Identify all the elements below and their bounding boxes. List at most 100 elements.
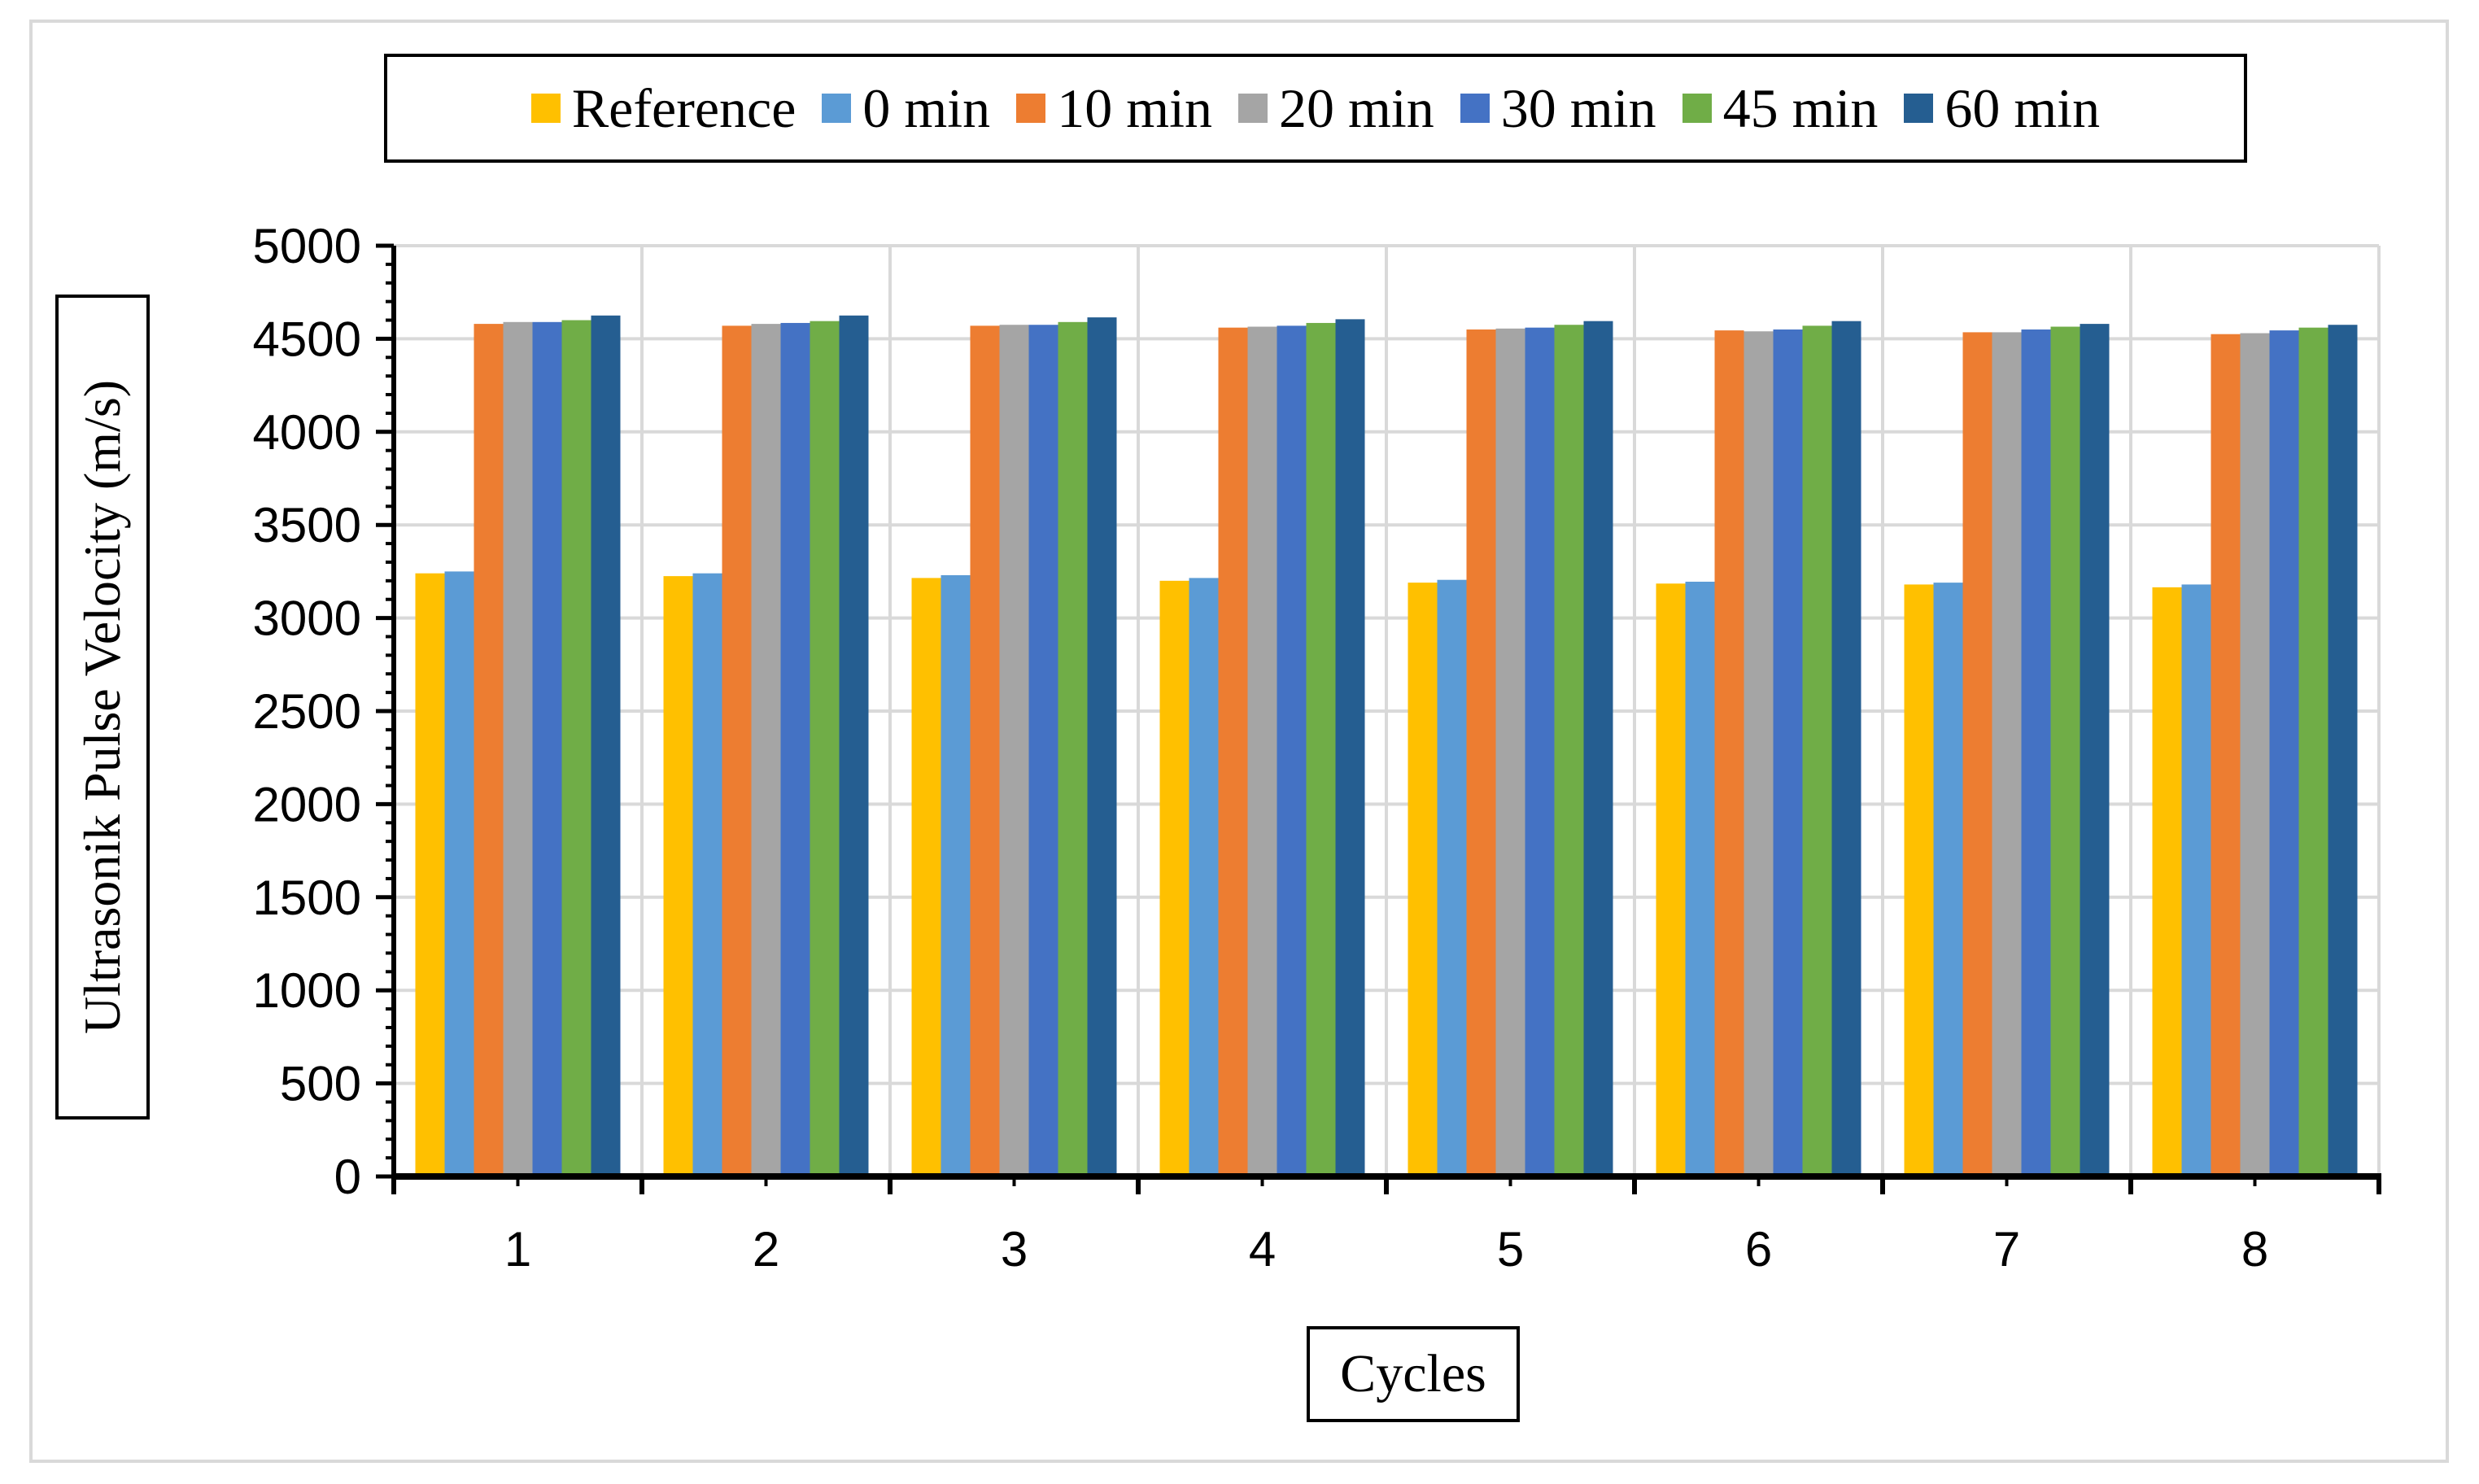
bar-45-min-cycle-4 [1306, 322, 1336, 1176]
bar-30-min-cycle-3 [1028, 325, 1058, 1176]
bar-60-min-cycle-3 [1087, 317, 1117, 1176]
bar-10-min-cycle-2 [722, 325, 752, 1176]
bar-45-min-cycle-7 [2050, 326, 2080, 1176]
bar-60-min-cycle-6 [1831, 321, 1861, 1176]
bar-45-min-cycle-6 [1802, 325, 1832, 1176]
bar-20-min-cycle-6 [1744, 331, 1774, 1176]
x-axis-title: Cycles [1340, 1344, 1486, 1403]
bar-20-min-cycle-1 [503, 321, 533, 1177]
bar-45-min-cycle-8 [2298, 327, 2328, 1176]
legend-item: 10 min [1016, 81, 1212, 136]
bar-45-min-cycle-2 [810, 321, 840, 1176]
legend-item: 20 min [1237, 77, 1434, 139]
bar-30-min-cycle-6 [1773, 329, 1803, 1177]
bar-10-min-cycle-4 [1218, 327, 1248, 1176]
bar-60-min-cycle-1 [591, 315, 621, 1176]
bar-60-min-cycle-2 [839, 315, 869, 1176]
legend: Reference 0 min 10 min 20 min 30 min 45 min 60… [384, 54, 2247, 163]
y-tick-label: 500 [280, 1057, 361, 1111]
x-tick-label: 2 [753, 1222, 779, 1277]
y-tick-label: 3500 [253, 498, 361, 552]
x-tick-label: 8 [2241, 1222, 2268, 1277]
legend-label: 10 min [1057, 77, 1212, 139]
legend-item: 30 min [1460, 81, 1656, 136]
bar-0-min-cycle-6 [1685, 581, 1715, 1176]
x-tick-label: 4 [1249, 1222, 1276, 1277]
bar-10-min-cycle-3 [970, 325, 1000, 1176]
bar-10-min-cycle-5 [1466, 329, 1496, 1177]
bar-0-min-cycle-5 [1437, 579, 1467, 1176]
bar-reference-cycle-3 [911, 578, 941, 1176]
legend-swatch [1904, 94, 1934, 123]
legend-swatch [1460, 94, 1490, 123]
legend-swatch [822, 94, 852, 123]
bar-30-min-cycle-1 [532, 321, 562, 1177]
bar-60-min-cycle-8 [2328, 325, 2358, 1176]
bar-60-min-cycle-5 [1583, 321, 1613, 1176]
legend-label: 0 min [862, 77, 991, 139]
legend-label: 45 min [1722, 77, 1879, 139]
bar-20-min-cycle-8 [2240, 333, 2270, 1176]
y-axis-title: Ultrasonik Pulse Velocity (m/s) [73, 379, 131, 1035]
bar-10-min-cycle-7 [1962, 332, 1992, 1177]
bar-reference-cycle-4 [1159, 580, 1189, 1176]
bar-20-min-cycle-4 [1247, 326, 1277, 1176]
bar-30-min-cycle-4 [1277, 325, 1307, 1176]
bar-60-min-cycle-7 [2080, 324, 2110, 1177]
bar-10-min-cycle-8 [2211, 334, 2241, 1177]
bar-45-min-cycle-1 [561, 320, 591, 1176]
legend-swatch [1682, 94, 1712, 123]
y-tick-label: 1500 [253, 871, 361, 925]
legend-item: 0 min [822, 81, 990, 136]
bar-0-min-cycle-4 [1189, 578, 1219, 1176]
bar-20-min-cycle-3 [999, 325, 1029, 1176]
bar-reference-cycle-1 [415, 573, 445, 1176]
bar-45-min-cycle-5 [1554, 325, 1584, 1176]
y-axis-title-box: Ultrasonik Pulse Velocity (m/s) [55, 295, 150, 1120]
bar-reference-cycle-6 [1656, 583, 1686, 1176]
legend-swatch [1237, 94, 1268, 123]
bar-reference-cycle-5 [1408, 583, 1438, 1176]
bar-0-min-cycle-1 [444, 571, 474, 1176]
legend-item: 45 min [1682, 77, 1879, 139]
x-tick-label: 5 [1497, 1222, 1524, 1277]
bar-0-min-cycle-7 [1933, 583, 1963, 1176]
legend-swatch [530, 94, 561, 123]
y-tick-label: 1000 [253, 963, 361, 1018]
y-tick-label: 5000 [253, 219, 361, 273]
bar-45-min-cycle-3 [1058, 321, 1088, 1177]
x-axis-title-box: Cycles [1307, 1326, 1520, 1422]
bar-20-min-cycle-2 [751, 324, 781, 1177]
y-tick-label: 0 [334, 1150, 361, 1204]
bar-30-min-cycle-2 [780, 322, 810, 1176]
legend-label: Reference [571, 77, 797, 139]
bar-0-min-cycle-8 [2181, 584, 2211, 1176]
bar-reference-cycle-2 [663, 576, 693, 1176]
bar-0-min-cycle-3 [941, 574, 971, 1176]
legend-label: 60 min [1944, 77, 2101, 139]
bar-30-min-cycle-7 [2021, 329, 2051, 1177]
legend-item: 60 min [1904, 81, 2100, 136]
y-tick-label: 3000 [253, 591, 361, 646]
bar-60-min-cycle-4 [1335, 319, 1365, 1177]
legend-label: 20 min [1278, 77, 1434, 139]
bar-30-min-cycle-8 [2269, 330, 2299, 1176]
bar-20-min-cycle-5 [1495, 328, 1525, 1176]
bar-10-min-cycle-1 [474, 324, 504, 1177]
bar-reference-cycle-8 [2152, 587, 2182, 1176]
bar-30-min-cycle-5 [1525, 327, 1555, 1176]
y-tick-label: 4000 [253, 405, 361, 460]
legend-item: Reference [530, 77, 797, 139]
legend-swatch [1016, 94, 1046, 123]
x-tick-label: 3 [1001, 1222, 1028, 1277]
x-tick-label: 6 [1745, 1222, 1772, 1277]
bar-20-min-cycle-7 [1992, 332, 2022, 1177]
bar-reference-cycle-7 [1904, 584, 1934, 1176]
bar-10-min-cycle-6 [1714, 330, 1744, 1176]
x-tick-label: 7 [1993, 1222, 2020, 1277]
x-tick-label: 1 [504, 1222, 531, 1277]
y-tick-label: 2000 [253, 777, 361, 831]
y-tick-label: 4500 [253, 312, 361, 366]
y-tick-label: 2500 [253, 684, 361, 739]
